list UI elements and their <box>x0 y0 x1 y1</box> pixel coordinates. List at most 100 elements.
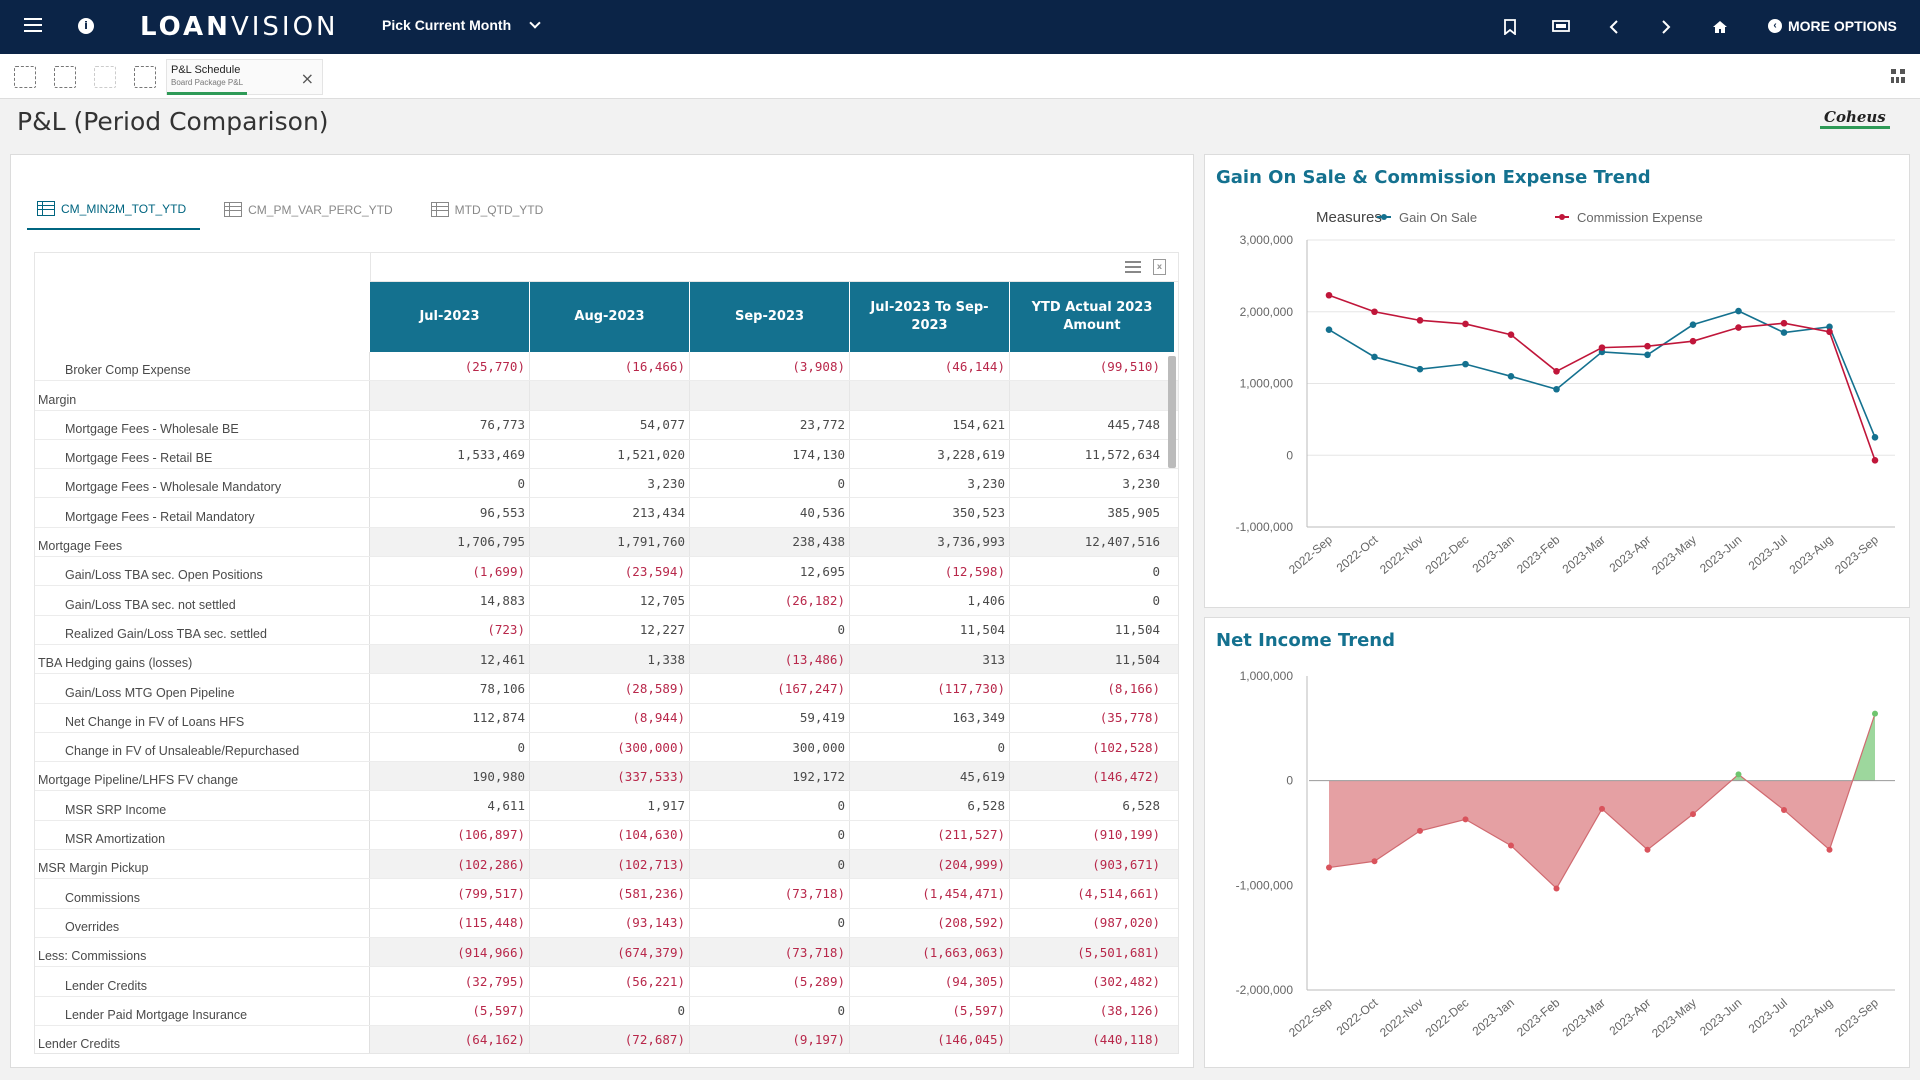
x-tick-label: 2023-Jan <box>1470 996 1517 1039</box>
table-icon <box>37 201 55 216</box>
area-segment <box>1329 780 1375 868</box>
clear-selections-icon[interactable] <box>134 66 156 88</box>
column-header[interactable]: Aug-2023 <box>530 282 690 352</box>
column-header[interactable]: YTD Actual 2023 Amount <box>1010 282 1174 352</box>
chevron-right-icon[interactable] <box>1656 17 1676 37</box>
row-label[interactable]: Mortgage Fees <box>35 527 370 557</box>
series-line <box>1328 294 1876 461</box>
table-cell: 1,917 <box>530 791 690 820</box>
menu-icon[interactable] <box>24 18 42 34</box>
table-cell: 45,619 <box>850 762 1010 791</box>
row-label[interactable]: Mortgage Fees - Wholesale Mandatory <box>35 469 370 498</box>
table-row: Mortgage Fees - Retail BE 1,533,469 1,521,… <box>35 439 1178 470</box>
chevron-down-icon <box>529 17 541 29</box>
smart-search-icon[interactable] <box>14 66 36 88</box>
y-tick-label: 0 <box>1286 774 1293 788</box>
table-cell: 1,338 <box>530 644 690 674</box>
gain-commission-line-chart[interactable]: -1,000,000 0 1,000,000 2,000,000 3,000,000 20… <box>1205 155 1909 607</box>
data-point <box>1735 307 1742 315</box>
app-logo: LOANVISION <box>140 12 338 42</box>
table-cell: (914,966) <box>370 937 530 967</box>
row-label[interactable]: Commissions <box>35 879 370 908</box>
table-cell: 40,536 <box>690 498 850 527</box>
data-point <box>1325 291 1333 299</box>
row-label[interactable]: Realized Gain/Loss TBA sec. settled <box>35 615 370 644</box>
row-label[interactable]: Gain/Loss TBA sec. not settled <box>35 586 370 615</box>
data-point <box>1508 842 1514 849</box>
net-income-area-chart[interactable]: -2,000,000-1,000,00001,000,0002022-Sep20… <box>1205 618 1909 1067</box>
legend-marker <box>1559 214 1565 220</box>
home-icon[interactable] <box>1710 17 1730 37</box>
table-cell: 174,130 <box>690 439 850 469</box>
data-point <box>1507 373 1515 380</box>
close-icon[interactable]: × <box>300 69 314 88</box>
info-icon[interactable]: i <box>78 18 94 34</box>
chart-title: Net Income Trend <box>1216 630 1396 651</box>
bookmark-icon[interactable] <box>1500 17 1520 37</box>
table-cell: 1,706,795 <box>370 527 530 557</box>
row-label[interactable]: Broker Comp Expense <box>35 352 370 381</box>
row-label[interactable]: Gain/Loss TBA sec. Open Positions <box>35 557 370 586</box>
table-row: Net Change in FV of Loans HFS 112,874 (8,9… <box>35 703 1178 733</box>
row-label[interactable]: Mortgage Fees - Wholesale BE <box>35 410 370 439</box>
table-cell: 0 <box>690 469 850 498</box>
table-cell: 76,773 <box>370 410 530 439</box>
row-label[interactable]: MSR Amortization <box>35 820 370 850</box>
table-row: Broker Comp Expense (25,770) (16,466) (3,90… <box>35 352 1178 382</box>
row-label[interactable]: Less: Commissions <box>35 937 370 967</box>
row-label[interactable]: Margin <box>35 381 370 410</box>
row-label[interactable]: Lender Paid Mortgage Insurance <box>35 996 370 1025</box>
x-tick-label: 2023-Feb <box>1514 532 1563 576</box>
table-header: Jul-2023 Aug-2023 Sep-2023 Jul-2023 To S… <box>370 282 1174 352</box>
tab-mtd-qtd-ytd[interactable]: MTD_QTD_YTD <box>421 195 558 230</box>
table-cell: (102,713) <box>530 850 690 879</box>
row-label[interactable]: MSR Margin Pickup <box>35 850 370 879</box>
row-label[interactable]: Net Change in FV of Loans HFS <box>35 703 370 732</box>
column-header[interactable]: Jul-2023 To Sep-2023 <box>850 282 1010 352</box>
tab-cm-pm-var-perc-ytd[interactable]: CM_PM_VAR_PERC_YTD <box>214 195 406 230</box>
table-cell: 0 <box>690 908 850 937</box>
list-icon[interactable] <box>1125 261 1141 273</box>
row-label[interactable]: Change in FV of Unsaleable/Repurchased <box>35 732 370 762</box>
export-excel-icon[interactable]: x <box>1153 259 1166 275</box>
table-cell: 59,419 <box>690 703 850 732</box>
sheet-tab[interactable]: P&L Schedule Board Package P&L × <box>166 59 323 95</box>
row-label[interactable]: Lender Credits <box>35 1025 370 1053</box>
table-cell: (12,598) <box>850 557 1010 586</box>
series-line <box>1328 310 1876 438</box>
row-label[interactable]: Mortgage Pipeline/LHFS FV change <box>35 762 370 791</box>
more-options-button[interactable]: ‹ MORE OPTIONS <box>1768 18 1897 34</box>
table-cell: (26,182) <box>690 586 850 615</box>
table-cell: (302,482) <box>1092 973 1160 989</box>
row-label[interactable]: Gain/Loss MTG Open Pipeline <box>35 674 370 703</box>
month-picker-dropdown[interactable]: Pick Current Month <box>382 17 541 33</box>
column-header[interactable]: Jul-2023 <box>370 282 530 352</box>
row-label[interactable]: TBA Hedging gains (losses) <box>35 644 370 674</box>
row-label[interactable]: Mortgage Fees - Retail Mandatory <box>35 498 370 527</box>
row-label[interactable]: Mortgage Fees - Retail BE <box>35 439 370 469</box>
table-icon <box>430 202 449 217</box>
tab-cm-min2m-tot-ytd[interactable]: CM_MIN2M_TOT_YTD <box>27 195 201 230</box>
tab-label: CM_MIN2M_TOT_YTD <box>61 201 187 216</box>
present-icon[interactable] <box>1551 17 1571 37</box>
table-row: Change in FV of Unsaleable/Repurchased 0(… <box>35 732 1178 763</box>
table-menu-bar: x <box>370 253 1178 282</box>
x-tick-label: 2022-Sep <box>1286 532 1335 576</box>
step-back-icon[interactable] <box>54 66 76 88</box>
table-row: Overrides (115,448) (93,143) 0 (208,592) (987… <box>35 908 1178 938</box>
table-cell: (5,597) <box>850 996 1010 1025</box>
table-cell: (35,778) <box>1099 710 1160 726</box>
data-point <box>1780 319 1788 327</box>
grid-icon[interactable] <box>1890 68 1906 84</box>
chevron-left-icon[interactable] <box>1604 17 1624 37</box>
chart-title: Gain On Sale & Commission Expense Trend <box>1216 167 1651 188</box>
row-label[interactable]: Lender Credits <box>35 967 370 996</box>
table-cell: 3,736,993 <box>850 527 1010 557</box>
column-header[interactable]: Sep-2023 <box>690 282 850 352</box>
table-cell: (3,908) <box>690 352 850 381</box>
row-label[interactable]: Overrides <box>35 908 370 937</box>
table-scrollbar[interactable] <box>1168 356 1176 468</box>
table-cell: (102,528) <box>1092 739 1160 755</box>
data-point <box>1871 434 1879 441</box>
row-label[interactable]: MSR SRP Income <box>35 791 370 820</box>
